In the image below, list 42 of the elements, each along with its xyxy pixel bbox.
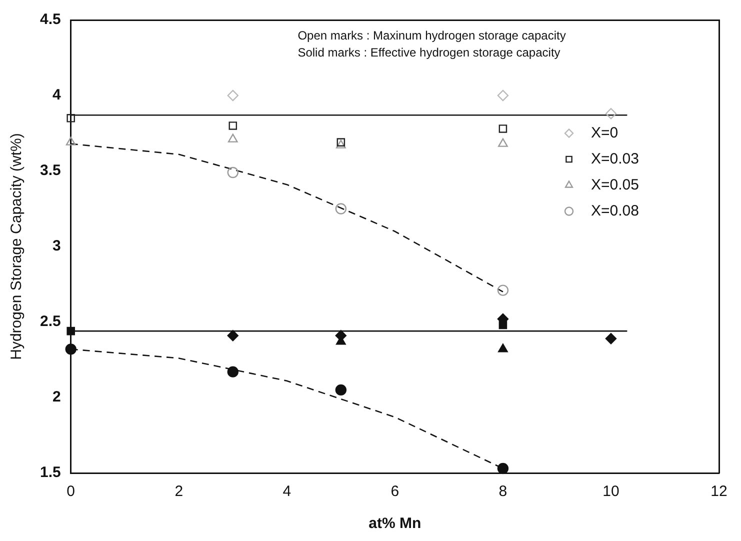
point (227, 166, 238, 178)
point (228, 122, 238, 130)
point (227, 366, 238, 378)
point (335, 384, 347, 396)
x-tick-label: 2 (174, 483, 184, 500)
point (227, 90, 238, 102)
point (605, 333, 617, 344)
y-tick-label: 3 (52, 238, 61, 255)
x-tick-label: 6 (390, 483, 400, 500)
point (498, 138, 508, 147)
legend-label: X=0 (591, 124, 618, 142)
x-tick-label: 0 (66, 483, 76, 500)
x-tick-label: 12 (710, 483, 728, 500)
x-tick-label: 4 (282, 483, 292, 500)
x-axis-title: at% Mn (368, 515, 422, 532)
point (227, 330, 238, 342)
y-tick-label: 4 (52, 86, 62, 104)
annotation: Solid marks : Effective hydrogen storage capacity (298, 45, 560, 60)
y-tick-label: 1.5 (40, 464, 61, 482)
y-tick-label: 2.5 (40, 313, 61, 330)
point (497, 90, 509, 102)
legend-label: X=0.08 (591, 202, 639, 220)
y-axis-title: Hydrogen Storage Capacity (wt%) (8, 133, 26, 360)
point (498, 124, 508, 133)
legend-label: X=0.05 (591, 176, 639, 194)
y-tick-label: 4.5 (40, 11, 61, 28)
annotation: Open marks : Maxinum hydrogen storage capacity (298, 28, 566, 42)
point (498, 344, 508, 352)
point (228, 134, 238, 142)
point (66, 326, 75, 336)
point (335, 203, 347, 214)
point (66, 114, 75, 122)
legend-label: X=0.03 (591, 150, 639, 168)
y-tick-label: 2 (52, 388, 61, 406)
point (65, 344, 76, 355)
point (497, 284, 509, 296)
point (66, 136, 76, 146)
point (605, 108, 617, 120)
x-tick-label: 10 (602, 483, 620, 500)
y-tick-label: 3.5 (40, 162, 61, 180)
point (497, 462, 509, 474)
x-tick-label: 8 (498, 483, 508, 500)
